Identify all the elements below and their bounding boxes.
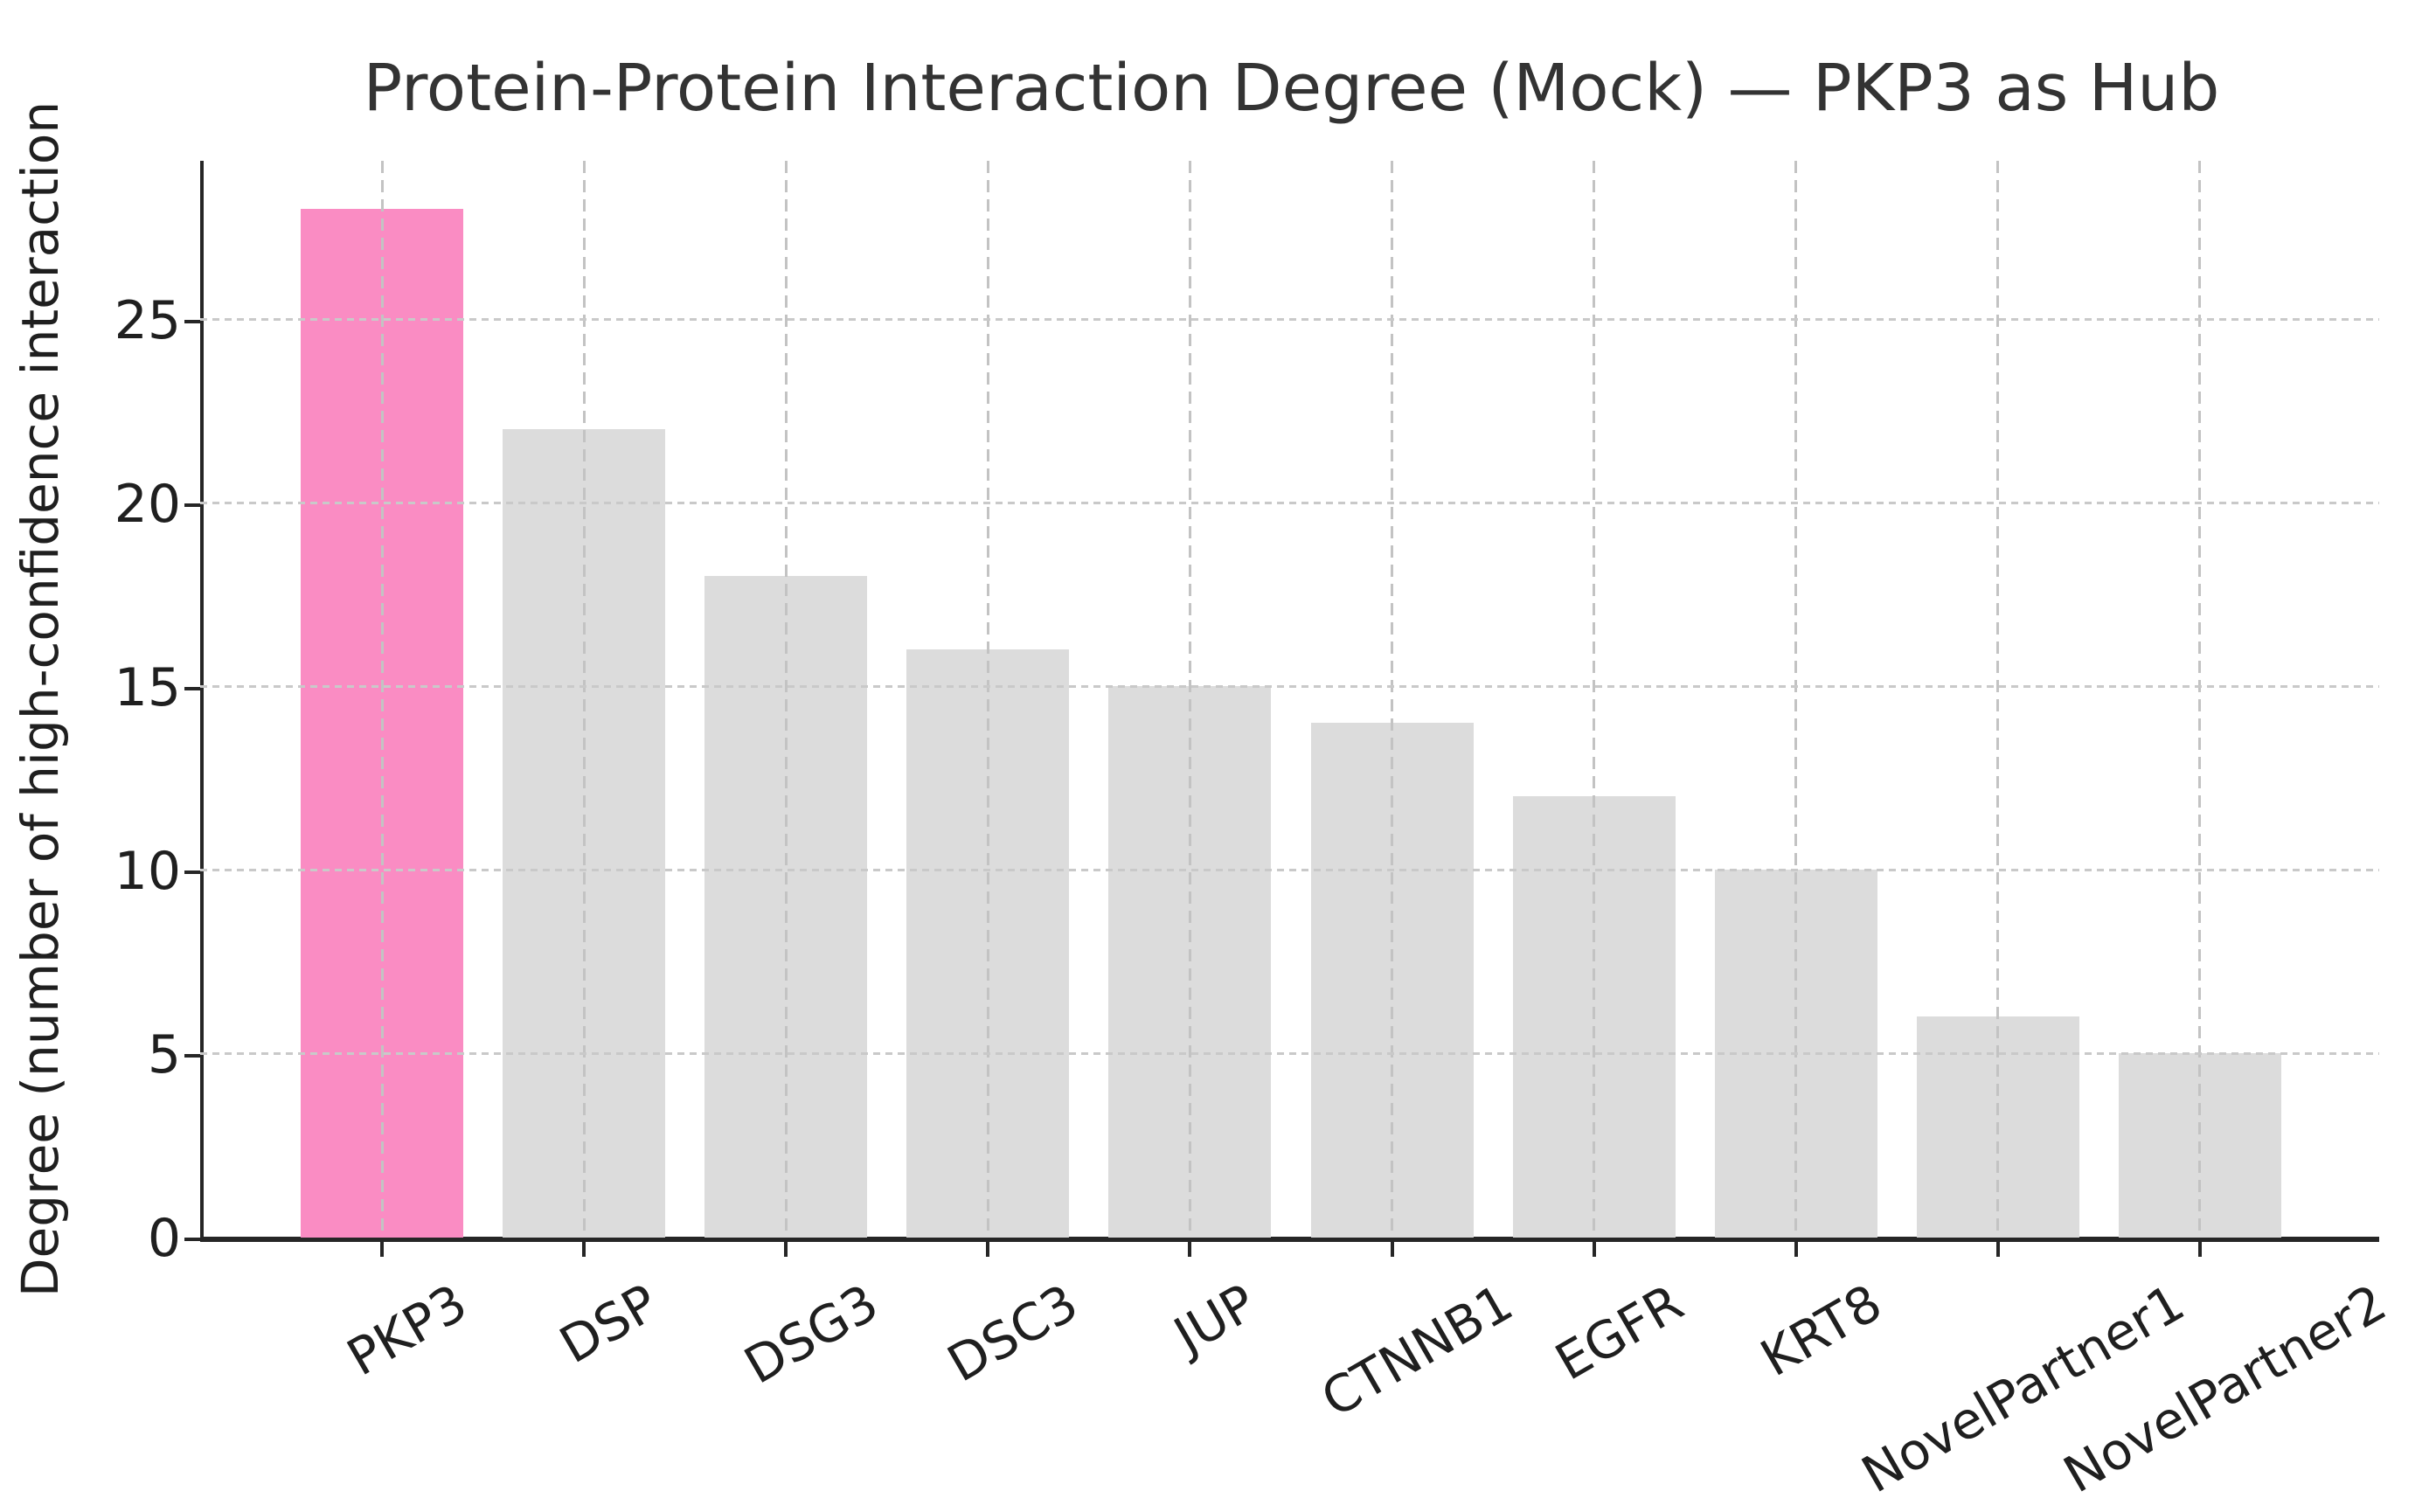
vertical-gridline (1996, 161, 1999, 1237)
x-tick-label-jup: JUP (1164, 1273, 1267, 1366)
vertical-gridline (1794, 161, 1797, 1237)
x-tick-mark (1391, 1242, 1394, 1257)
x-axis-spine (200, 1237, 2379, 1242)
vertical-gridline (1391, 161, 1393, 1237)
x-tick-label-ctnnb1: CTNNB1 (1311, 1273, 1523, 1429)
vertical-gridline (785, 161, 788, 1237)
y-tick-mark (184, 1054, 200, 1058)
y-tick-mark (184, 320, 200, 323)
vertical-gridline (583, 161, 586, 1237)
y-tick-mark (184, 503, 200, 507)
vertical-gridline (2198, 161, 2201, 1237)
y-tick-mark (184, 1238, 200, 1241)
vertical-gridline (1593, 161, 1595, 1237)
y-tick-label-0: 0 (147, 1208, 181, 1269)
y-tick-label-25: 25 (114, 290, 181, 351)
y-tick-label-15: 15 (114, 657, 181, 718)
y-axis-spine (200, 161, 204, 1242)
horizontal-gridline (200, 869, 2379, 871)
vertical-gridline (381, 161, 384, 1237)
x-tick-mark (1996, 1242, 2000, 1257)
y-tick-mark (184, 870, 200, 874)
x-tick-mark (380, 1242, 384, 1257)
x-tick-mark (1593, 1242, 1596, 1257)
x-tick-mark (2198, 1242, 2202, 1257)
y-tick-label-20: 20 (114, 474, 181, 535)
x-tick-mark (1188, 1242, 1191, 1257)
y-tick-label-10: 10 (114, 841, 181, 902)
y-tick-mark (184, 687, 200, 690)
x-tick-label-krt8: KRT8 (1751, 1273, 1891, 1389)
chart-title: Protein-Protein Interaction Degree (Mock… (363, 51, 2220, 126)
plot-area (200, 161, 2379, 1242)
horizontal-gridline (200, 502, 2379, 504)
horizontal-gridline (200, 318, 2379, 321)
x-tick-mark (986, 1242, 989, 1257)
vertical-gridline (1189, 161, 1191, 1237)
horizontal-gridline (200, 685, 2379, 688)
x-tick-mark (582, 1242, 586, 1257)
x-tick-label-egfr: EGFR (1545, 1273, 1693, 1392)
x-tick-mark (784, 1242, 788, 1257)
x-tick-label-dsg3: DSG3 (734, 1273, 888, 1396)
x-tick-label-dsp: DSP (550, 1273, 668, 1376)
horizontal-gridline (200, 1052, 2379, 1055)
x-tick-mark (1794, 1242, 1798, 1257)
x-tick-label-pkp3: PKP3 (337, 1273, 477, 1388)
y-tick-label-5: 5 (147, 1024, 181, 1085)
vertical-gridline (987, 161, 989, 1237)
x-tick-label-dsc3: DSC3 (937, 1273, 1088, 1394)
